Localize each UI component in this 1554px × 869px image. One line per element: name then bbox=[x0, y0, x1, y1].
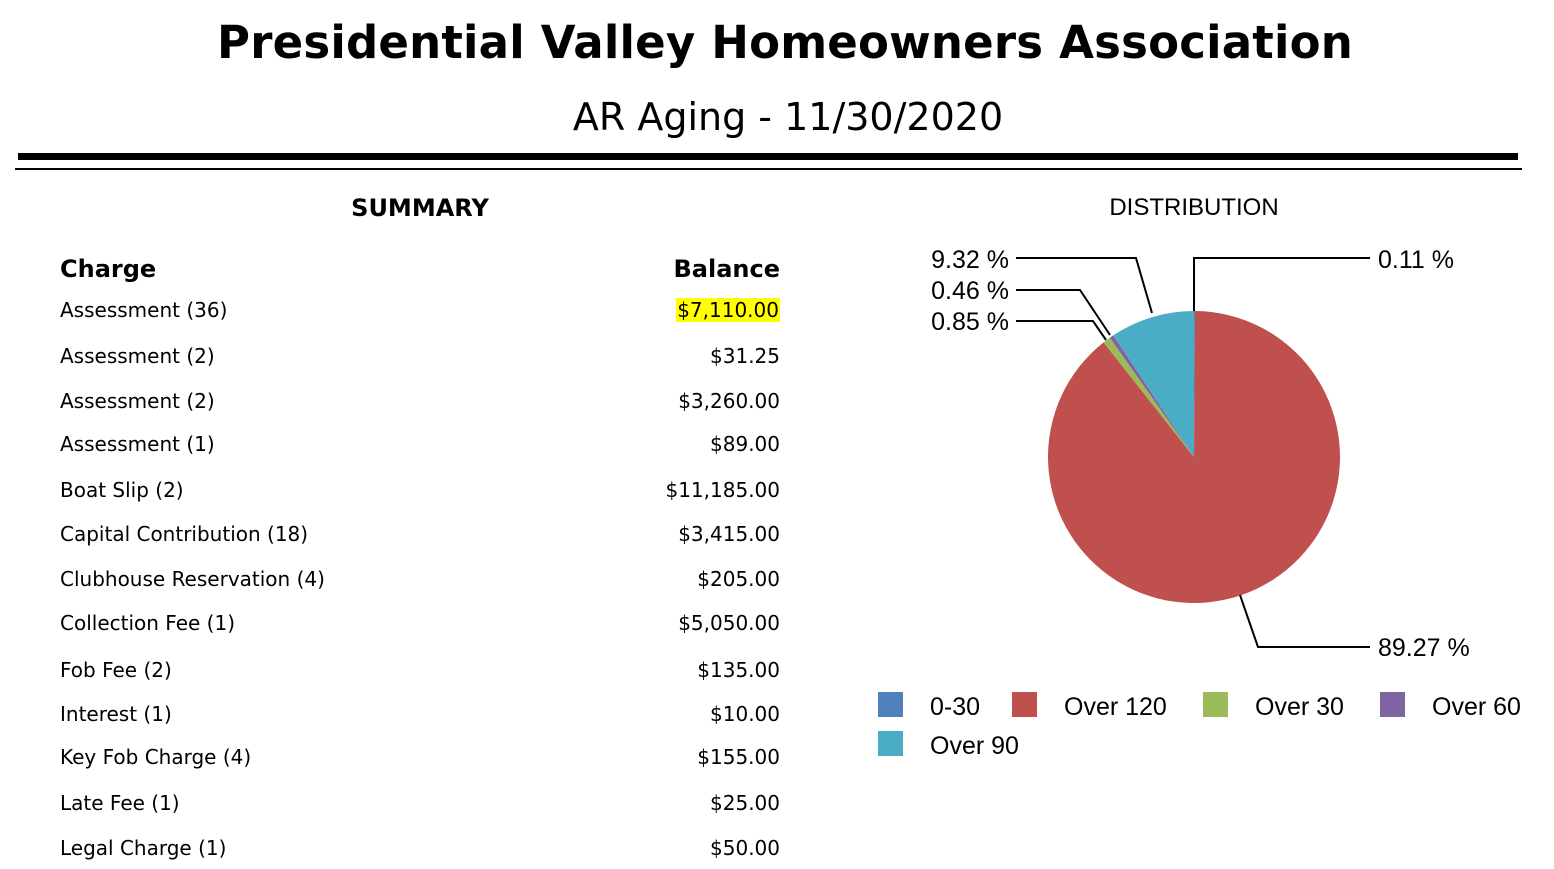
charge-name: Key Fob Charge (4) bbox=[60, 745, 252, 769]
data-label-0-30: 0.11 % bbox=[1378, 246, 1454, 274]
charge-balance: $5,050.00 bbox=[678, 611, 780, 635]
pie-slice-over-60 bbox=[1109, 335, 1194, 457]
charge-name: Assessment (1) bbox=[60, 432, 215, 456]
summary-row: Clubhouse Reservation (4) $205.00 bbox=[60, 567, 780, 597]
summary-row: Assessment (1) $89.00 bbox=[60, 432, 780, 462]
legend-label-over-30: Over 30 bbox=[1255, 693, 1344, 721]
distribution-heading: DISTRIBUTION bbox=[1109, 194, 1279, 221]
charge-balance: $3,415.00 bbox=[678, 522, 780, 546]
summary-row: Interest (1) $10.00 bbox=[60, 702, 780, 732]
legend-label-over-90: Over 90 bbox=[930, 732, 1019, 760]
charge-balance: $135.00 bbox=[697, 658, 780, 682]
summary-row: Fob Fee (2) $135.00 bbox=[60, 658, 780, 688]
legend-swatch-over-120 bbox=[1012, 692, 1037, 717]
data-label-over-30: 0.85 % bbox=[931, 308, 1009, 336]
legend-label-over-120: Over 120 bbox=[1064, 693, 1167, 721]
report-subtitle: AR Aging - 11/30/2020 bbox=[572, 95, 1004, 139]
summary-row: Assessment (2) $31.25 bbox=[60, 344, 780, 374]
header-rule-thick bbox=[18, 153, 1518, 160]
data-label-over-120: 89.27 % bbox=[1378, 634, 1470, 662]
balance-column-header: Balance bbox=[673, 255, 781, 283]
header-rule-thin bbox=[15, 168, 1522, 170]
summary-row: Assessment (2) $3,260.00 bbox=[60, 389, 780, 419]
charge-name: Legal Charge (1) bbox=[60, 836, 227, 860]
legend-swatch-over-90 bbox=[878, 731, 903, 756]
charge-balance: $155.00 bbox=[697, 745, 780, 769]
charge-name: Fob Fee (2) bbox=[60, 658, 172, 682]
charge-name: Boat Slip (2) bbox=[60, 478, 184, 502]
charge-name: Assessment (2) bbox=[60, 389, 215, 413]
charge-balance: $50.00 bbox=[710, 836, 780, 860]
leader-line-over-90 bbox=[1016, 257, 1153, 314]
charge-balance: $31.25 bbox=[710, 344, 780, 368]
charge-column-header: Charge bbox=[60, 255, 157, 283]
leader-line-over-30 bbox=[1016, 320, 1107, 341]
legend-swatch-over-30 bbox=[1203, 692, 1228, 717]
charge-balance: $10.00 bbox=[710, 702, 780, 726]
summary-row: Key Fob Charge (4) $155.00 bbox=[60, 745, 780, 775]
summary-heading: SUMMARY bbox=[351, 194, 489, 222]
report-title: Presidential Valley Homeowners Associati… bbox=[217, 16, 1353, 69]
summary-row: Boat Slip (2) $11,185.00 bbox=[60, 478, 780, 508]
charge-balance: $7,110.00 bbox=[676, 298, 780, 322]
pie-slice-over-120 bbox=[1048, 311, 1341, 603]
charge-name: Clubhouse Reservation (4) bbox=[60, 567, 325, 591]
charge-name: Assessment (2) bbox=[60, 344, 215, 368]
pie-slice-over-30 bbox=[1103, 337, 1194, 457]
leader-line-over-60 bbox=[1016, 289, 1111, 336]
summary-row: Legal Charge (1) $50.00 bbox=[60, 836, 780, 866]
charge-name: Interest (1) bbox=[60, 702, 172, 726]
summary-row: Late Fee (1) $25.00 bbox=[60, 791, 780, 821]
summary-row: Assessment (36) $7,110.00 bbox=[60, 298, 780, 328]
data-label-over-60: 0.46 % bbox=[931, 277, 1009, 305]
legend-label-over-60: Over 60 bbox=[1432, 693, 1521, 721]
legend-swatch-over-60 bbox=[1380, 692, 1405, 717]
pie-slice-over-90 bbox=[1113, 311, 1194, 457]
summary-row: Capital Contribution (18) $3,415.00 bbox=[60, 522, 780, 552]
charge-balance: $11,185.00 bbox=[665, 478, 780, 502]
charge-balance: $3,260.00 bbox=[678, 389, 780, 413]
data-label-over-90: 9.32 % bbox=[931, 246, 1009, 274]
pie-slice-0-30 bbox=[1194, 310, 1196, 457]
charge-name: Capital Contribution (18) bbox=[60, 522, 309, 546]
charge-balance: $89.00 bbox=[710, 432, 780, 456]
leader-line-over-120 bbox=[1239, 594, 1370, 648]
charge-name: Assessment (36) bbox=[60, 298, 228, 322]
charge-name: Late Fee (1) bbox=[60, 791, 180, 815]
charge-balance: $205.00 bbox=[697, 567, 780, 591]
charge-balance: $25.00 bbox=[710, 791, 780, 815]
legend-label-0-30: 0-30 bbox=[930, 693, 980, 721]
summary-row: Collection Fee (1) $5,050.00 bbox=[60, 611, 780, 641]
legend-swatch-0-30 bbox=[878, 692, 903, 717]
charge-name: Collection Fee (1) bbox=[60, 611, 235, 635]
leader-line-0-30 bbox=[1193, 257, 1370, 311]
